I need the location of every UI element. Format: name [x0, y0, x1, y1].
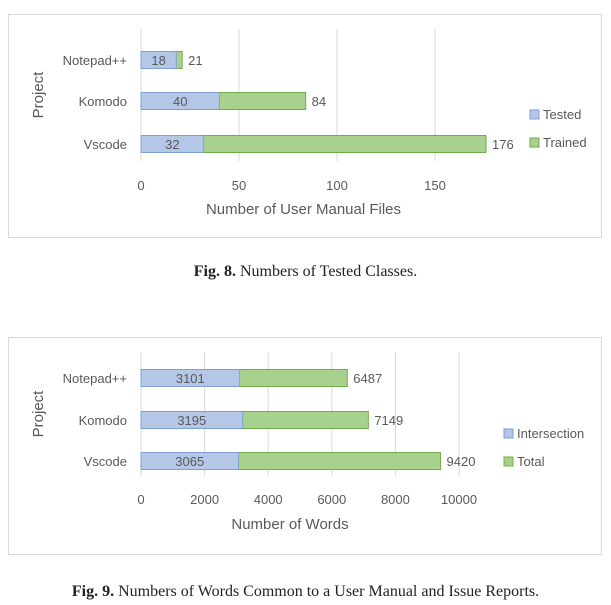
legend-label: Intersection	[517, 426, 584, 441]
category-label: Komodo	[79, 413, 127, 428]
chart-svg: 0 50 100 150 18 21 Notepad++ 40 84 Komodo 32 176 Vsc…	[30, 29, 587, 218]
x-tick-label: 0	[137, 492, 144, 507]
bar-tested	[140, 92, 220, 110]
bar-intersection	[140, 452, 239, 470]
data-label-total: 9420	[447, 454, 476, 469]
legend-label: Trained	[543, 135, 587, 150]
data-label-trained: 176	[492, 137, 514, 152]
category-label: Vscode	[84, 137, 127, 152]
y-axis-label: Project	[30, 71, 47, 119]
bar-tested	[140, 51, 177, 69]
legend-label: Total	[517, 454, 545, 469]
category-label: Notepad++	[63, 371, 127, 386]
data-label-trained: 84	[312, 94, 326, 109]
caption-label: Fig. 8.	[193, 263, 236, 280]
data-label-total: 6487	[353, 371, 382, 386]
x-tick-label: 10000	[441, 492, 477, 507]
x-tick-label: 4000	[254, 492, 283, 507]
bar-intersection	[140, 369, 241, 387]
data-label-intersection: 3101	[176, 371, 205, 386]
category-label: Komodo	[79, 94, 127, 109]
data-label-tested: 18	[151, 53, 165, 68]
data-label-tested: 40	[173, 94, 187, 109]
x-tick-label: 50	[232, 178, 246, 193]
legend-label: Tested	[543, 107, 581, 122]
caption-text: Numbers of Tested Classes.	[239, 263, 418, 280]
x-tick-label: 0	[137, 178, 144, 193]
y-axis-label: Project	[30, 390, 47, 438]
data-label-total: 7149	[374, 413, 403, 428]
category-label: Vscode	[84, 454, 127, 469]
legend-swatch	[529, 137, 540, 148]
x-axis-label: Number of User Manual Files	[206, 201, 401, 218]
x-tick-label: 2000	[190, 492, 219, 507]
chart-svg: 0 2000 4000 6000 8000 10000 3101 6487 Notepad++ 3…	[30, 352, 584, 533]
x-axis-label: Number of Words	[231, 516, 348, 533]
x-tick-label: 8000	[381, 492, 410, 507]
data-label-trained: 21	[188, 53, 202, 68]
caption-label: Fig. 9.	[71, 583, 115, 600]
data-label-intersection: 3195	[177, 413, 206, 428]
legend-swatch	[503, 456, 514, 467]
legend-swatch	[529, 109, 540, 120]
chart-tested-classes: 0 50 100 150 18 21 Notepad++ 40 84 Komodo 32 176 Vsc…	[8, 14, 602, 238]
x-tick-label: 6000	[317, 492, 346, 507]
bar-tested	[140, 135, 205, 153]
data-label-intersection: 3065	[175, 454, 204, 469]
chart-common-words: 0 2000 4000 6000 8000 10000 3101 6487 Notepad++ 3…	[8, 337, 602, 555]
data-label-tested: 32	[165, 137, 179, 152]
bar-intersection	[140, 411, 244, 429]
x-tick-label: 100	[326, 178, 348, 193]
legend-swatch	[503, 428, 514, 439]
caption-text: Numbers of Words Common to a User Manual…	[118, 583, 540, 600]
category-label: Notepad++	[63, 53, 127, 68]
figure-caption: Fig. 9. Numbers of Words Common to a Use…	[0, 583, 611, 601]
figure-caption: Fig. 8. Numbers of Tested Classes.	[0, 263, 611, 281]
x-tick-label: 150	[424, 178, 446, 193]
